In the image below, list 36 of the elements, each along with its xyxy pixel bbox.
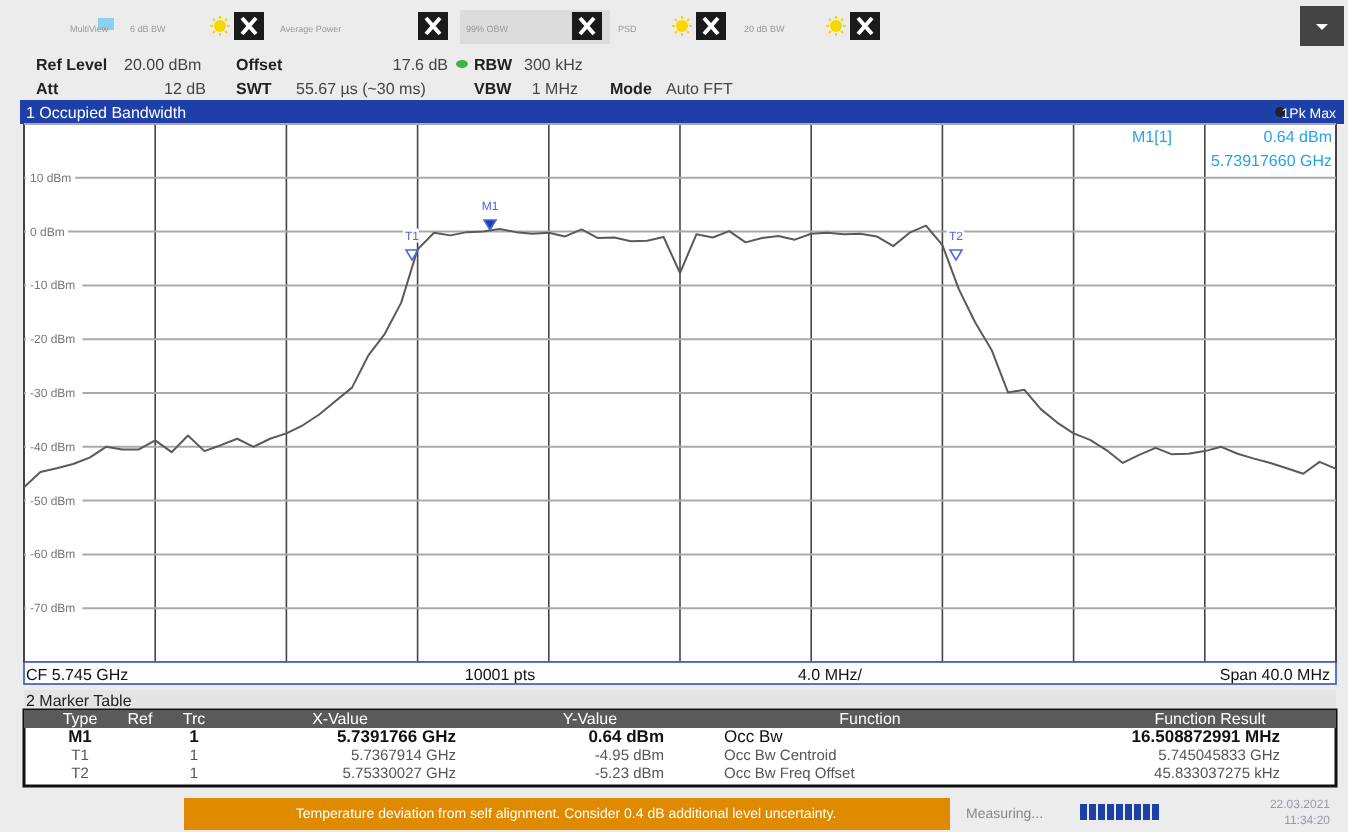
text: Ref — [127, 710, 154, 728]
text: CF 5.745 GHz — [26, 666, 129, 684]
text: 12 dB — [164, 80, 206, 98]
chart-title: 1 Occupied Bandwidth — [26, 104, 187, 122]
text: 1 — [189, 726, 200, 746]
text: 20.00 dBm — [124, 56, 203, 74]
text: M1 — [68, 726, 93, 746]
text: 5.7391766 GHz — [336, 726, 456, 746]
text: Function Result — [1154, 710, 1268, 728]
text: 1 MHz — [531, 80, 578, 98]
text: Att — [36, 80, 59, 98]
text: SWT — [236, 80, 272, 98]
text: 0.64 dBm — [588, 726, 665, 746]
text: RBW — [474, 56, 514, 74]
text: Ref Level — [36, 56, 108, 74]
text: 2 Marker Table — [26, 692, 133, 710]
text: Trc — [182, 710, 206, 728]
text: Occ Bw — [724, 726, 785, 746]
text: X-Value — [312, 710, 369, 728]
text: 4.0 MHz/ — [797, 666, 864, 684]
text: Auto FFT — [666, 80, 733, 98]
text: 10001 pts — [464, 666, 536, 684]
text: Type — [62, 710, 99, 728]
text: Span 40.0 MHz — [1219, 666, 1330, 684]
text: 55.67 µs (~30 ms) — [296, 80, 427, 98]
text: 300 kHz — [524, 56, 583, 74]
text: 17.6 dB — [392, 56, 448, 74]
text: Y-Value — [562, 710, 619, 728]
text: VBW — [474, 80, 513, 98]
annotation: 0.64 dBm — [1263, 128, 1333, 146]
text: Mode — [610, 80, 653, 98]
text: Function — [839, 710, 901, 728]
text: Offset — [236, 56, 283, 74]
annotation: M1[1] — [1132, 128, 1173, 146]
text: 16.508872991 MHz — [1131, 726, 1280, 746]
annotation: 5.73917660 GHz — [1211, 152, 1332, 170]
